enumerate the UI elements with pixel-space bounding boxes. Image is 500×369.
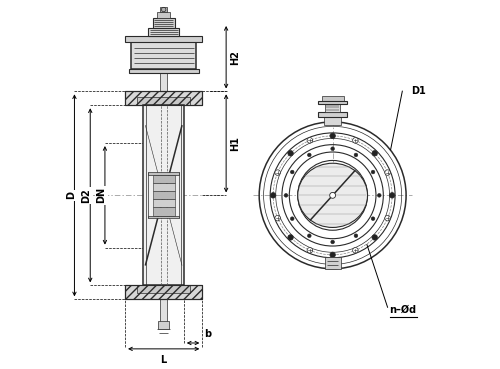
Circle shape <box>259 122 406 269</box>
Circle shape <box>330 192 336 198</box>
Circle shape <box>330 252 336 258</box>
Bar <box>125 36 202 42</box>
Text: b: b <box>204 329 211 339</box>
Bar <box>324 117 342 125</box>
Bar <box>160 7 168 12</box>
Bar <box>152 175 174 183</box>
Text: L: L <box>160 355 167 365</box>
Text: D1: D1 <box>412 86 426 96</box>
Bar <box>148 215 179 218</box>
Bar <box>318 101 347 104</box>
Circle shape <box>354 153 358 157</box>
Circle shape <box>275 170 280 175</box>
Circle shape <box>354 234 358 238</box>
Bar <box>324 257 340 269</box>
Bar <box>152 191 174 199</box>
Bar <box>125 92 202 106</box>
Circle shape <box>330 133 336 139</box>
Bar <box>326 101 340 111</box>
Circle shape <box>275 215 280 221</box>
Circle shape <box>290 217 294 221</box>
Circle shape <box>352 138 358 143</box>
Bar <box>152 199 174 207</box>
Bar <box>148 28 179 36</box>
Bar <box>152 18 174 28</box>
Circle shape <box>371 217 375 221</box>
Bar <box>152 207 174 215</box>
Bar <box>148 172 179 175</box>
Circle shape <box>371 170 375 174</box>
Circle shape <box>270 193 276 198</box>
Bar <box>137 285 190 293</box>
Bar <box>125 92 202 106</box>
Bar <box>144 106 184 285</box>
Bar <box>318 111 347 117</box>
Bar <box>125 92 202 299</box>
Bar <box>152 175 174 183</box>
Bar <box>152 191 174 199</box>
Circle shape <box>390 193 395 198</box>
Bar <box>125 285 202 299</box>
Circle shape <box>385 215 390 221</box>
Text: DN: DN <box>96 187 106 203</box>
Bar <box>160 69 168 322</box>
Circle shape <box>331 147 334 151</box>
Bar <box>322 96 344 101</box>
Text: n–Ød: n–Ød <box>390 305 416 315</box>
Circle shape <box>372 235 378 240</box>
Circle shape <box>288 235 294 240</box>
Circle shape <box>307 248 312 253</box>
Circle shape <box>372 151 378 156</box>
Bar <box>152 207 174 215</box>
Circle shape <box>290 170 294 174</box>
Text: D: D <box>66 192 76 199</box>
Circle shape <box>352 248 358 253</box>
Circle shape <box>385 170 390 175</box>
Bar <box>132 42 196 69</box>
Circle shape <box>288 151 294 156</box>
Text: H2: H2 <box>230 50 240 65</box>
Circle shape <box>284 193 288 197</box>
Ellipse shape <box>298 163 368 227</box>
Bar <box>158 321 169 329</box>
Text: H1: H1 <box>230 136 240 151</box>
Circle shape <box>307 138 312 143</box>
Circle shape <box>308 153 311 157</box>
Bar <box>129 69 198 73</box>
Circle shape <box>308 234 311 238</box>
Circle shape <box>378 193 381 197</box>
Bar <box>125 285 202 299</box>
Text: D2: D2 <box>82 188 92 203</box>
Bar <box>157 12 170 18</box>
Circle shape <box>331 240 334 244</box>
Bar <box>152 183 174 191</box>
Bar <box>137 97 190 106</box>
